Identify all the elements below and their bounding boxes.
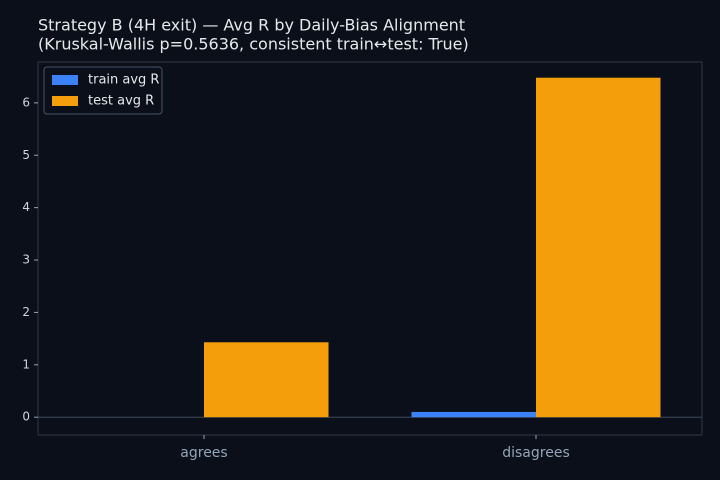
plot-frame: [37, 61, 703, 436]
y-tick-label: 2: [22, 305, 30, 319]
legend-swatch: [52, 96, 78, 106]
y-tick-label: 6: [22, 95, 30, 109]
chart-title: Strategy B (4H exit) — Avg R by Daily-Bi…: [38, 16, 465, 35]
y-tick-label: 1: [22, 357, 30, 371]
y-tick-label: 3: [22, 253, 30, 267]
chart-subtitle: (Kruskal-Wallis p=0.5636, consistent tra…: [38, 35, 469, 54]
legend-label: test avg R: [88, 94, 154, 109]
x-tick-label: agrees: [180, 445, 227, 461]
x-tick-label: disagrees: [502, 445, 570, 461]
bar: [204, 342, 329, 418]
y-tick-label: 0: [22, 410, 30, 424]
y-tick-label: 4: [22, 200, 30, 214]
y-tick-label: 5: [22, 148, 30, 162]
bar: [411, 411, 536, 418]
legend-label: train avg R: [88, 73, 159, 88]
legend-swatch: [52, 75, 78, 85]
bar: [536, 77, 661, 418]
